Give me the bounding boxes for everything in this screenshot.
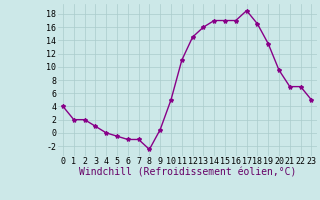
X-axis label: Windchill (Refroidissement éolien,°C): Windchill (Refroidissement éolien,°C) — [78, 168, 296, 178]
